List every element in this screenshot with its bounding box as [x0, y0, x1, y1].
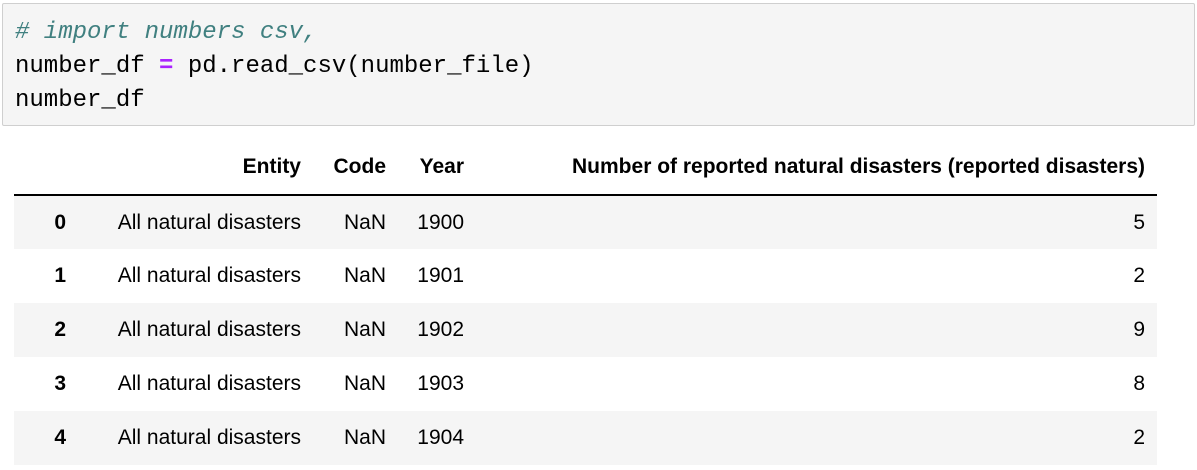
- cell-year: 1903: [417, 372, 464, 395]
- cell-code: NaN: [343, 372, 386, 395]
- cell-entity: All natural disasters: [117, 372, 301, 395]
- cell-code: NaN: [343, 264, 386, 287]
- code-output-variable: number_df: [15, 87, 145, 114]
- code-variable: number_df: [15, 53, 160, 80]
- code-comment: # import numbers csv,: [15, 19, 318, 46]
- cell-year: 1900: [417, 210, 464, 234]
- dataframe-table: Entity Code Year Number of reported natu…: [14, 140, 1157, 465]
- header-code: Code: [313, 140, 398, 196]
- code-line-2: number_df = pd.read_csv(number_file): [15, 50, 1184, 84]
- cell-number: 9: [1133, 318, 1145, 341]
- header-entity: Entity: [78, 140, 313, 196]
- row-index: 2: [54, 318, 66, 341]
- table-header-row: Entity Code Year Number of reported natu…: [14, 140, 1157, 196]
- code-cell-input[interactable]: # import numbers csv, number_df = pd.rea…: [2, 3, 1195, 126]
- cell-year: 1902: [417, 318, 464, 341]
- cell-entity: All natural disasters: [117, 210, 301, 234]
- row-index: 1: [54, 264, 66, 287]
- cell-code: NaN: [343, 318, 386, 341]
- cell-year: 1901: [417, 264, 464, 287]
- code-expression: pd.read_csv(number_file): [173, 53, 534, 80]
- cell-number: 2: [1133, 426, 1145, 449]
- code-line-3: number_df: [15, 84, 1184, 118]
- table-row: 1 All natural disasters NaN 1901 2: [14, 249, 1157, 303]
- cell-entity: All natural disasters: [117, 426, 301, 449]
- cell-entity: All natural disasters: [117, 318, 301, 341]
- cell-number: 2: [1133, 264, 1145, 287]
- code-line-1: # import numbers csv,: [15, 16, 1184, 50]
- cell-year: 1904: [417, 426, 464, 449]
- header-index: [14, 140, 78, 196]
- header-year: Year: [398, 140, 476, 196]
- cell-output-area: Entity Code Year Number of reported natu…: [14, 140, 1157, 465]
- cell-code: NaN: [343, 210, 386, 234]
- row-index: 0: [54, 210, 66, 234]
- cell-entity: All natural disasters: [117, 264, 301, 287]
- header-number-of-disasters: Number of reported natural disasters (re…: [476, 140, 1157, 196]
- code-operator: =: [159, 53, 174, 80]
- table-row: 2 All natural disasters NaN 1902 9: [14, 303, 1157, 357]
- row-index: 3: [54, 372, 66, 395]
- row-index: 4: [54, 426, 66, 449]
- table-row: 4 All natural disasters NaN 1904 2: [14, 411, 1157, 465]
- cell-number: 8: [1133, 372, 1145, 395]
- table-row: 0 All natural disasters NaN 1900 5: [14, 195, 1157, 249]
- cell-number: 5: [1133, 210, 1145, 234]
- cell-code: NaN: [343, 426, 386, 449]
- table-row: 3 All natural disasters NaN 1903 8: [14, 357, 1157, 411]
